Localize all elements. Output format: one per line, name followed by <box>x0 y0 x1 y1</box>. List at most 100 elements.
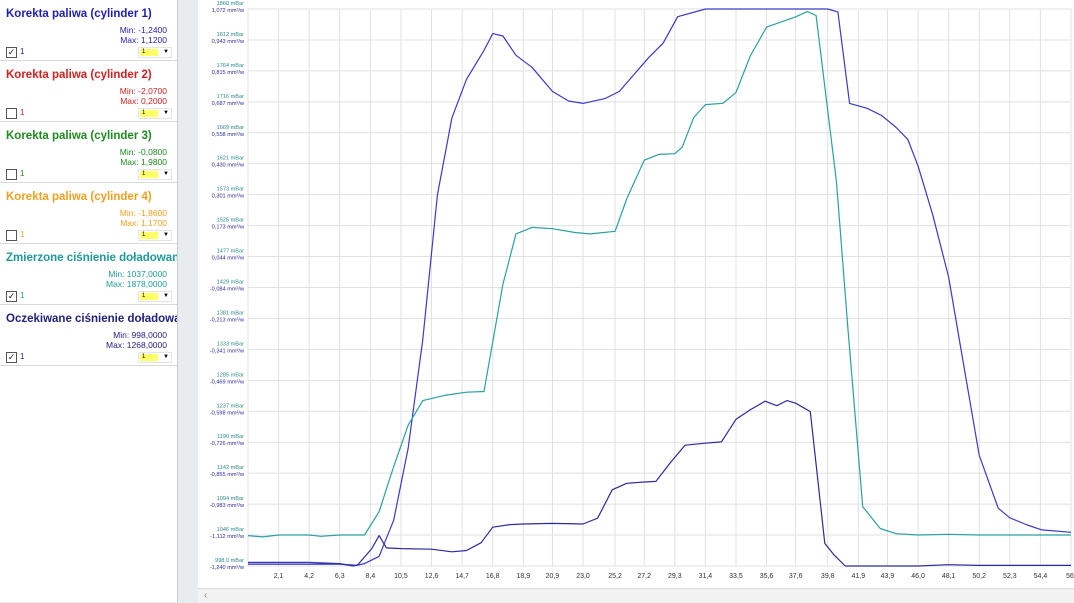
chevron-down-icon[interactable]: ▼ <box>163 110 169 116</box>
channel-panel[interactable]: Korekta paliwa (cylinder 2) Min: -2,0700 M… <box>0 61 177 122</box>
channel-select[interactable]: 1 ▼ <box>138 291 172 302</box>
x-tick-label: 20,9 <box>546 573 560 580</box>
chart-area[interactable]: 1860 mBar 1,072 mm³/w 1812 mBar 0,943 mm³/w… <box>198 0 1074 602</box>
x-tick-label: 25,2 <box>608 573 622 580</box>
y-tick-label-fuel: -0,341 mm³/w <box>210 348 245 354</box>
channel-select-value: 1 <box>140 232 158 239</box>
channel-index: 1 <box>20 169 25 178</box>
y-tick-label-pressure: 1716 mBar <box>217 94 244 100</box>
chevron-down-icon[interactable]: ▼ <box>163 293 169 299</box>
y-tick-label-pressure: 1860 mBar <box>217 1 244 7</box>
chevron-down-icon[interactable]: ▼ <box>163 354 169 360</box>
x-tick-label: 29,3 <box>668 573 682 580</box>
y-tick-label-pressure: 998,0 mBar <box>215 558 244 564</box>
channel-select[interactable]: 1 ▼ <box>138 169 172 180</box>
channel-panel[interactable]: Korekta paliwa (cylinder 1) Min: -1,2400 M… <box>0 0 177 61</box>
channel-select-value: 1 <box>140 49 158 56</box>
channel-index: 1 <box>20 291 25 300</box>
channel-select-value: 1 <box>140 354 158 361</box>
channel-name: Oczekiwane ciśnienie doładowai <box>6 313 178 325</box>
channel-select-value: 1 <box>140 171 158 178</box>
y-tick-label-fuel: 0,430 mm³/w <box>212 163 245 169</box>
y-tick-label-pressure: 1046 mBar <box>217 527 244 533</box>
channel-checkbox[interactable]: ✓ <box>6 291 17 302</box>
horizontal-scrollbar[interactable]: ‹ <box>198 588 1074 603</box>
y-tick-label-pressure: 1429 mBar <box>217 280 244 286</box>
channel-name: Korekta paliwa (cylinder 1) <box>6 8 152 20</box>
x-tick-label: 46,0 <box>911 573 925 580</box>
channel-list: Korekta paliwa (cylinder 1) Min: -1,2400 M… <box>0 0 178 602</box>
channel-min: Min: 998,0000 <box>113 330 167 340</box>
x-tick-label: 48,1 <box>942 573 956 580</box>
channel-select[interactable]: 1 ▼ <box>138 47 172 58</box>
y-tick-label-fuel: 0,301 mm³/w <box>212 194 245 200</box>
x-tick-label: 39,8 <box>821 573 835 580</box>
channel-select[interactable]: 1 ▼ <box>138 230 172 241</box>
x-tick-label: 52,3 <box>1003 573 1017 580</box>
y-tick-label-pressure: 1573 mBar <box>217 187 244 193</box>
y-tick-label-fuel: 0,173 mm³/w <box>212 225 245 231</box>
channel-min: Min: -1,2400 <box>119 25 167 35</box>
chevron-down-icon[interactable]: ▼ <box>163 171 169 177</box>
x-tick-label: 18,9 <box>516 573 530 580</box>
x-tick-label: 2,1 <box>274 573 284 580</box>
y-tick-label-pressure: 1094 mBar <box>217 496 244 502</box>
x-tick-label: 50,2 <box>972 573 986 580</box>
x-tick-label: 37,6 <box>789 573 803 580</box>
channel-panel[interactable]: Korekta paliwa (cylinder 3) Min: -0,0800 M… <box>0 122 177 183</box>
y-tick-label-fuel: -0,469 mm³/w <box>210 379 245 385</box>
channel-checkbox[interactable] <box>6 108 17 119</box>
y-tick-label-pressure: 1142 mBar <box>217 465 244 471</box>
chevron-down-icon[interactable]: ▼ <box>163 232 169 238</box>
y-tick-label-pressure: 1669 mBar <box>217 125 244 131</box>
channel-index: 1 <box>20 352 25 361</box>
channel-panel[interactable]: Korekta paliwa (cylinder 4) Min: -1,8600 M… <box>0 183 177 244</box>
channel-name: Korekta paliwa (cylinder 2) <box>6 69 152 81</box>
x-tick-label: 43,9 <box>881 573 895 580</box>
y-tick-label-fuel: -0,726 mm³/w <box>210 441 245 447</box>
series-line <box>247 11 1071 538</box>
channel-max: Max: 1268,0000 <box>106 340 167 350</box>
channel-max: Max: 0,2000 <box>120 96 167 106</box>
y-tick-label-pressure: 1333 mBar <box>217 341 244 347</box>
x-tick-label: 6,3 <box>335 573 345 580</box>
y-tick-label-fuel: 0,687 mm³/w <box>212 101 245 107</box>
x-tick-label: 35,6 <box>760 573 774 580</box>
channel-checkbox[interactable]: ✓ <box>6 352 17 363</box>
channel-select-value: 1 <box>140 110 158 117</box>
chevron-down-icon[interactable]: ▼ <box>163 49 169 55</box>
x-tick-label: 27,2 <box>637 573 651 580</box>
x-tick-label: 33,5 <box>729 573 743 580</box>
y-tick-label-fuel: -1,240 mm³/w <box>210 565 245 571</box>
channel-checkbox[interactable] <box>6 230 17 241</box>
channel-panel[interactable]: Oczekiwane ciśnienie doładowai Min: 998,0… <box>0 305 177 366</box>
y-tick-label-pressure: 1237 mBar <box>217 403 244 409</box>
channel-panel[interactable]: Zmierzone ciśnienie doładowani Min: 1037,… <box>0 244 177 305</box>
scroll-left-icon[interactable]: ‹ <box>204 590 208 601</box>
y-tick-label-fuel: -1,112 mm³/w <box>210 534 245 540</box>
channel-select[interactable]: 1 ▼ <box>138 352 172 363</box>
channel-max: Max: 1,9800 <box>120 157 167 167</box>
y-tick-label-pressure: 1525 mBar <box>217 218 244 224</box>
channel-checkbox[interactable]: ✓ <box>6 47 17 58</box>
series-line <box>248 8 1072 567</box>
channel-min: Min: 1037,0000 <box>108 269 167 279</box>
x-tick-label: 41,9 <box>852 573 866 580</box>
y-tick-label-pressure: 1764 mBar <box>217 63 244 69</box>
channel-max: Max: 1,1700 <box>120 218 167 228</box>
y-tick-label-pressure: 1477 mBar <box>217 249 244 255</box>
y-tick-label-fuel: -0,213 mm³/w <box>210 317 245 323</box>
channel-checkbox[interactable] <box>6 169 17 180</box>
channel-index: 1 <box>20 230 25 239</box>
x-tick-label: 8,4 <box>365 573 375 580</box>
y-tick-label-fuel: 1,072 mm³/w <box>212 8 245 14</box>
channel-select[interactable]: 1 ▼ <box>138 108 172 119</box>
channel-index: 1 <box>20 108 25 117</box>
x-tick-label: 16,8 <box>486 573 500 580</box>
channel-select-value: 1 <box>140 293 158 300</box>
y-tick-label-fuel: -0,084 mm³/w <box>210 287 245 293</box>
y-tick-label-fuel: -0,855 mm³/w <box>210 472 245 478</box>
channel-min: Min: -2,0700 <box>119 86 167 96</box>
x-tick-label: 12,6 <box>425 573 439 580</box>
